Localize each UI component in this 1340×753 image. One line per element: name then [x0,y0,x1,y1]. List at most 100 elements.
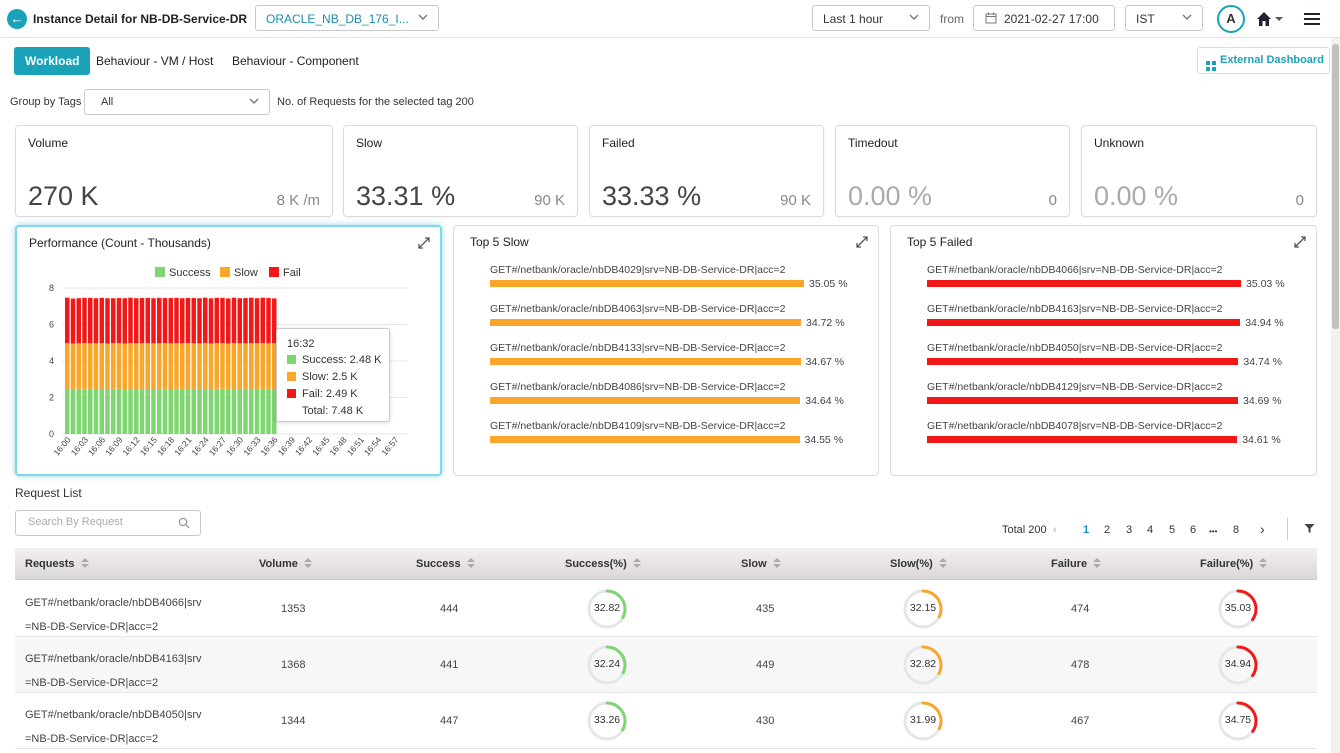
bar-fail[interactable] [254,298,260,344]
rank-row[interactable]: GET#/netbank/oracle/nbDB4109|srv=NB-DB-S… [490,420,890,450]
bar-slow[interactable] [174,343,179,389]
bar-slow[interactable] [226,343,231,389]
user-avatar[interactable]: A [1217,5,1245,33]
home-icon[interactable] [1255,10,1285,28]
sort-icon[interactable] [1259,558,1268,568]
rank-row[interactable]: GET#/netbank/oracle/nbDB4029|srv=NB-DB-S… [490,264,890,294]
instance-select[interactable]: ORACLE_NB_DB_176_I... [255,5,439,31]
bar-fail[interactable] [111,298,116,344]
bar-slow[interactable] [214,343,219,389]
bar-success[interactable] [76,388,81,434]
bar-slow[interactable] [65,343,70,389]
page-6[interactable]: 6 [1190,524,1197,536]
bar-success[interactable] [266,388,271,434]
bar-slow[interactable] [208,343,214,389]
bar-fail[interactable] [88,297,93,344]
bar-slow[interactable] [151,343,156,389]
bar-fail[interactable] [93,298,99,344]
rank-row[interactable]: GET#/netbank/oracle/nbDB4063|srv=NB-DB-S… [490,303,890,333]
col-success-pct[interactable]: Success(%) [565,558,641,570]
scrollbar-thumb[interactable] [1332,44,1339,329]
back-arrow-icon[interactable]: ← [7,9,27,29]
bar-fail[interactable] [139,298,145,344]
page-scrollbar[interactable] [1331,38,1340,753]
bar-slow[interactable] [105,343,110,389]
col-success[interactable]: Success [416,558,475,570]
bar-success[interactable] [197,388,202,434]
page-4[interactable]: 4 [1147,524,1154,536]
col-requests[interactable]: Requests [25,558,89,570]
bar-slow[interactable] [237,343,242,389]
bar-slow[interactable] [272,343,277,389]
page-3[interactable]: 3 [1126,524,1133,536]
bar-fail[interactable] [162,298,168,344]
bar-success[interactable] [231,388,237,434]
bar-fail[interactable] [243,298,248,344]
bar-fail[interactable] [76,298,81,344]
bar-fail[interactable] [237,298,242,344]
sort-icon[interactable] [938,558,947,568]
bar-success[interactable] [70,388,76,434]
bar-success[interactable] [151,388,156,434]
request-name[interactable]: GET#/netbank/oracle/nbDB4163|srv =NB-DB-S… [25,647,225,695]
external-dashboard-button[interactable]: External Dashboard [1197,47,1330,74]
next-page-icon[interactable]: › [1260,521,1265,537]
sort-icon[interactable] [303,558,312,568]
bar-fail[interactable] [151,298,156,344]
bar-fail[interactable] [191,298,196,344]
time-range-select[interactable]: Last 1 hour [812,5,930,31]
sort-icon[interactable] [632,558,641,568]
bar-fail[interactable] [128,297,133,344]
bar-success[interactable] [180,388,185,434]
rank-row[interactable]: GET#/netbank/oracle/nbDB4050|srv=NB-DB-S… [927,342,1327,372]
page-2[interactable]: 2 [1104,524,1111,536]
hamburger-menu-icon[interactable] [1303,10,1321,28]
timezone-select[interactable]: IST [1125,5,1203,31]
bar-success[interactable] [116,388,122,434]
sort-icon[interactable] [80,558,89,568]
rank-row[interactable]: GET#/netbank/oracle/nbDB4086|srv=NB-DB-S… [490,381,890,411]
request-name[interactable]: GET#/netbank/oracle/nbDB4050|srv =NB-DB-S… [25,703,225,751]
bar-fail[interactable] [231,297,237,344]
page-8[interactable]: 8 [1233,524,1240,536]
bar-slow[interactable] [220,343,225,389]
bar-slow[interactable] [203,343,208,389]
bar-fail[interactable] [134,298,139,344]
bar-slow[interactable] [76,343,81,389]
expand-icon[interactable] [418,237,430,249]
bar-success[interactable] [157,388,162,434]
bar-success[interactable] [99,388,104,434]
bar-success[interactable] [243,388,248,434]
bar-success[interactable] [93,388,99,434]
bar-fail[interactable] [70,298,76,344]
rank-row[interactable]: GET#/netbank/oracle/nbDB4129|srv=NB-DB-S… [927,381,1327,411]
bar-slow[interactable] [70,343,76,389]
tab-workload[interactable]: Workload [14,47,91,75]
bar-fail[interactable] [180,298,185,344]
search-icon[interactable] [178,517,190,529]
bar-success[interactable] [208,388,214,434]
bar-fail[interactable] [99,297,104,344]
filter-icon[interactable] [1304,523,1315,534]
bar-slow[interactable] [168,343,173,389]
bar-fail[interactable] [82,297,87,344]
sort-icon[interactable] [772,558,781,568]
bar-success[interactable] [162,388,168,434]
bar-fail[interactable] [220,297,225,344]
bar-slow[interactable] [134,343,139,389]
bar-success[interactable] [105,388,110,434]
bar-success[interactable] [203,388,208,434]
bar-slow[interactable] [157,343,162,389]
bar-slow[interactable] [231,343,237,389]
bar-success[interactable] [174,388,179,434]
bar-slow[interactable] [88,343,93,389]
bar-fail[interactable] [266,298,271,344]
col-failure-pct[interactable]: Failure(%) [1200,558,1268,570]
rank-row[interactable]: GET#/netbank/oracle/nbDB4133|srv=NB-DB-S… [490,342,890,372]
bar-fail[interactable] [249,297,254,344]
bar-fail[interactable] [122,298,127,344]
table-row[interactable]: GET#/netbank/oracle/nbDB4050|srv =NB-DB-S… [15,693,1317,749]
sort-icon[interactable] [466,558,475,568]
from-datetime-field[interactable]: 2021-02-27 17:00 [973,5,1115,31]
bar-slow[interactable] [99,343,104,389]
